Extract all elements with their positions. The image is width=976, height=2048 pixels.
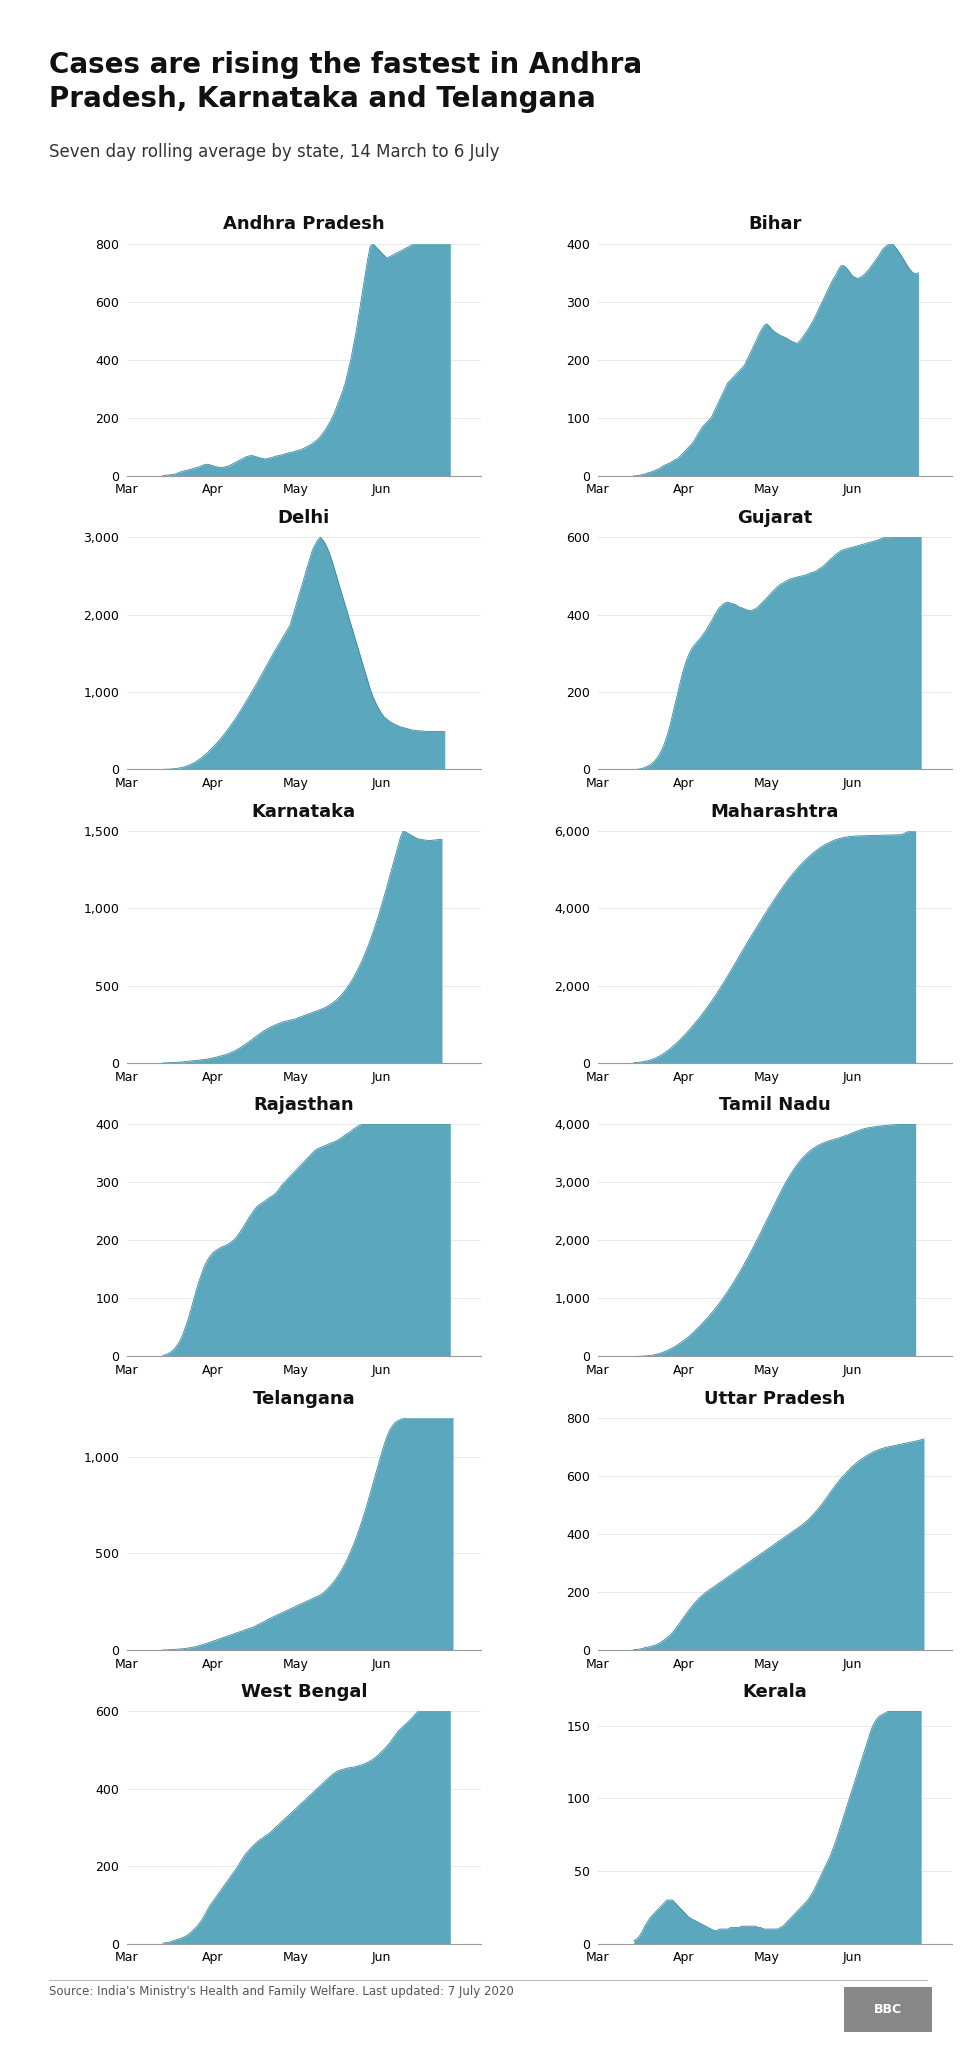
Text: Seven day rolling average by state, 14 March to 6 July: Seven day rolling average by state, 14 M… [49,143,500,162]
Text: Rajasthan: Rajasthan [254,1096,354,1114]
Text: Gujarat: Gujarat [737,510,812,526]
Text: BBC: BBC [874,2003,902,2015]
Text: Kerala: Kerala [743,1683,807,1702]
Text: Karnataka: Karnataka [252,803,356,821]
Text: Uttar Pradesh: Uttar Pradesh [704,1391,845,1407]
Text: Maharashtra: Maharashtra [711,803,839,821]
Text: Telangana: Telangana [253,1391,355,1407]
Text: West Bengal: West Bengal [240,1683,367,1702]
Text: Cases are rising the fastest in Andhra
Pradesh, Karnataka and Telangana: Cases are rising the fastest in Andhra P… [49,51,642,113]
Text: Bihar: Bihar [748,215,801,233]
Text: Tamil Nadu: Tamil Nadu [719,1096,831,1114]
Text: Delhi: Delhi [277,510,330,526]
Text: Andhra Pradesh: Andhra Pradesh [223,215,385,233]
Text: Source: India's Ministry's Health and Family Welfare. Last updated: 7 July 2020: Source: India's Ministry's Health and Fa… [49,1985,513,1997]
